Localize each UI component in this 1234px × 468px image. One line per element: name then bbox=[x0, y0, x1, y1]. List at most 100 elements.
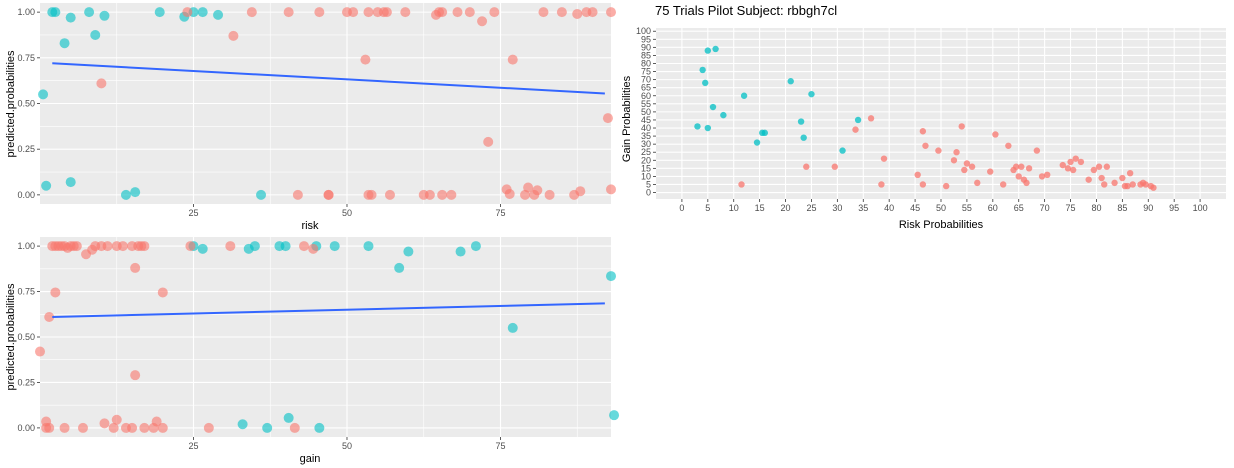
data-point bbox=[1023, 179, 1030, 187]
data-point bbox=[987, 168, 994, 175]
data-point bbox=[953, 149, 960, 156]
data-point bbox=[151, 416, 162, 427]
data-point bbox=[761, 129, 769, 137]
data-point bbox=[154, 7, 165, 18]
data-point bbox=[452, 7, 463, 18]
data-point bbox=[50, 7, 61, 18]
data-point bbox=[299, 241, 310, 252]
y-tick-label: 100 bbox=[636, 26, 651, 36]
y-tick-label: 20 bbox=[641, 155, 651, 165]
data-point bbox=[483, 136, 494, 147]
data-point bbox=[867, 115, 875, 122]
data-point bbox=[1101, 181, 1108, 188]
data-point bbox=[831, 163, 838, 170]
data-point bbox=[381, 7, 392, 18]
data-point bbox=[437, 189, 448, 200]
y-tick-label: 30 bbox=[641, 139, 651, 149]
risk-scatter-plot: 25 50 75 0.00 0.25 0.50 0.75 1.00 risk predicte… bbox=[5, 3, 616, 232]
x-tick-label: 40 bbox=[884, 203, 894, 213]
data-point bbox=[157, 422, 168, 433]
y-tick-label: 0.75 bbox=[17, 287, 35, 297]
data-point bbox=[606, 271, 616, 282]
x-tick-label: 25 bbox=[806, 203, 816, 213]
data-point bbox=[880, 155, 888, 162]
data-point bbox=[477, 16, 488, 27]
trials-scatter-plot: 75 Trials Pilot Subject: rbbgh7cl 0 5 10 15… bbox=[621, 3, 1226, 231]
data-point bbox=[65, 177, 76, 188]
data-point bbox=[197, 243, 208, 254]
data-point bbox=[117, 241, 128, 252]
data-point bbox=[1126, 169, 1134, 177]
data-point bbox=[35, 346, 45, 357]
data-point bbox=[455, 246, 466, 257]
data-point bbox=[1044, 171, 1051, 179]
data-point bbox=[384, 189, 395, 200]
y-tick-label: 60 bbox=[641, 91, 651, 101]
y-tick-label: 70 bbox=[641, 75, 651, 85]
data-point bbox=[1111, 179, 1118, 187]
data-point bbox=[1018, 163, 1025, 170]
data-point bbox=[507, 322, 518, 333]
data-point bbox=[961, 166, 968, 174]
y-tick-label: 0.00 bbox=[17, 190, 35, 200]
data-point bbox=[1072, 155, 1079, 162]
y-tick-label: 0.50 bbox=[17, 332, 35, 342]
data-point bbox=[720, 111, 727, 119]
data-point bbox=[922, 142, 929, 149]
data-point bbox=[71, 241, 82, 252]
y-tick-label: 0.75 bbox=[17, 53, 35, 63]
data-point bbox=[185, 241, 196, 252]
trials-x-axis-title: Risk Probabilities bbox=[899, 219, 984, 231]
data-point bbox=[609, 410, 620, 421]
data-point bbox=[942, 182, 950, 190]
data-point bbox=[470, 241, 481, 252]
data-point bbox=[919, 181, 927, 188]
data-point bbox=[606, 184, 616, 195]
data-point bbox=[1129, 181, 1136, 188]
x-tick-label: 100 bbox=[1193, 203, 1208, 213]
data-point bbox=[699, 66, 706, 74]
data-point bbox=[839, 147, 846, 154]
data-point bbox=[1064, 165, 1072, 172]
x-tick-label: 75 bbox=[495, 441, 505, 451]
data-point bbox=[1059, 161, 1066, 169]
y-tick-label: 75 bbox=[641, 67, 651, 77]
gain-x-axis-title: gain bbox=[300, 453, 321, 465]
x-tick-label: 0 bbox=[679, 203, 684, 213]
data-point bbox=[363, 7, 374, 18]
data-point bbox=[963, 160, 971, 167]
data-point bbox=[262, 422, 273, 433]
data-point bbox=[139, 422, 150, 433]
data-point bbox=[292, 189, 303, 200]
data-point bbox=[366, 189, 377, 200]
x-tick-label: 35 bbox=[858, 203, 868, 213]
data-point bbox=[523, 182, 534, 193]
data-point bbox=[854, 116, 862, 124]
data-point bbox=[803, 163, 810, 170]
trials-chart-title: 75 Trials Pilot Subject: rbbgh7cl bbox=[655, 3, 837, 18]
y-tick-label: 0.25 bbox=[17, 377, 35, 387]
x-tick-label: 50 bbox=[342, 208, 352, 218]
data-point bbox=[507, 54, 518, 65]
data-point bbox=[99, 10, 110, 21]
data-point bbox=[1005, 142, 1012, 149]
data-point bbox=[556, 7, 567, 18]
data-point bbox=[808, 90, 815, 98]
trials-y-axis-title: Gain Probabilities bbox=[621, 75, 633, 162]
data-point bbox=[99, 418, 110, 429]
data-point bbox=[400, 7, 411, 18]
data-point bbox=[1098, 174, 1105, 182]
y-tick-label: 85 bbox=[641, 50, 651, 60]
data-point bbox=[702, 79, 709, 87]
data-point bbox=[348, 7, 359, 18]
y-tick-label: 40 bbox=[641, 123, 651, 133]
trend-line bbox=[52, 62, 605, 95]
data-point bbox=[225, 241, 236, 252]
data-point bbox=[709, 103, 717, 111]
x-tick-label: 45 bbox=[910, 203, 920, 213]
x-tick-label: 15 bbox=[755, 203, 765, 213]
data-point bbox=[974, 179, 981, 187]
data-point bbox=[314, 7, 325, 18]
data-point bbox=[538, 7, 549, 18]
data-point bbox=[1103, 163, 1111, 170]
